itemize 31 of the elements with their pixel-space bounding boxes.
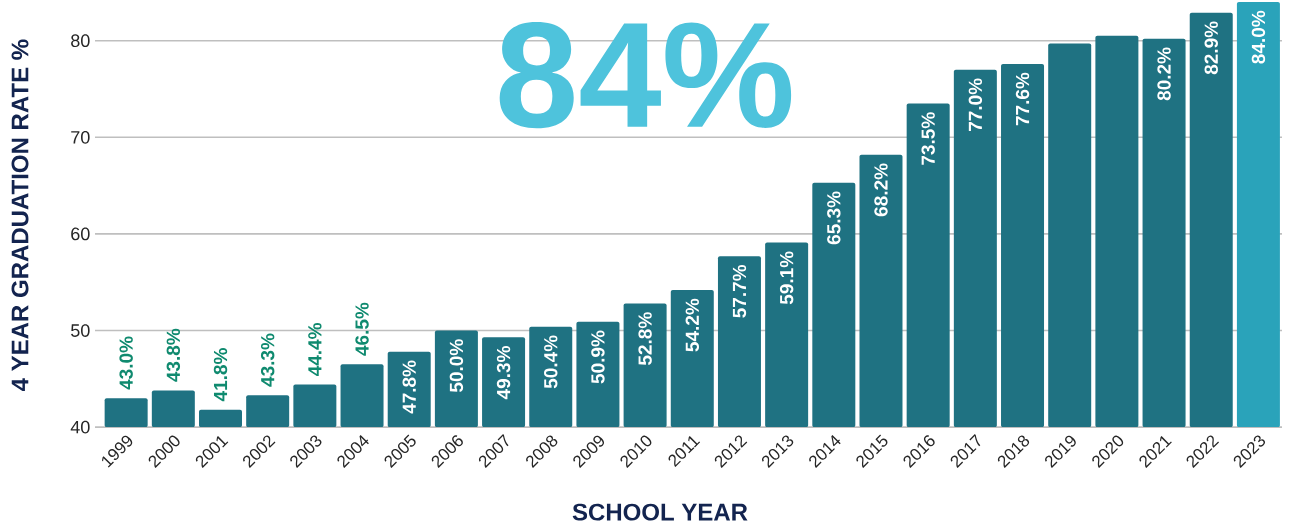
data-label: 43.0%	[119, 336, 133, 390]
y-tick-label: 80	[71, 34, 90, 47]
data-label: 43.8%	[166, 328, 181, 382]
y-tick-label: 60	[71, 227, 90, 241]
data-label: 59.1%	[779, 251, 794, 305]
data-label: 57.7%	[732, 264, 747, 318]
y-tick-label: 50	[71, 324, 90, 337]
data-label: 52.8%	[638, 312, 652, 365]
data-label: 46.5%	[355, 302, 369, 356]
annotation: 84%	[499, 21, 792, 129]
data-label: 77.6%	[1015, 72, 1030, 126]
data-label: 77.0%	[968, 78, 983, 131]
data-label: 82.9%	[1204, 21, 1218, 75]
data-label: 84.0%	[1251, 10, 1266, 64]
x-axis-title: SCHOOL YEAR	[572, 503, 748, 521]
y-tick-label: 40	[70, 420, 90, 434]
y-axis-title: 4 YEAR GRADUATION RATE %	[11, 39, 29, 391]
data-label: 65.3%	[827, 191, 841, 245]
data-label: 49.3%	[496, 345, 511, 400]
data-label: 50.4%	[544, 335, 558, 389]
data-label: 73.5%	[921, 112, 935, 165]
y-tick-label: 70	[71, 130, 90, 144]
data-label: 68.2%	[874, 163, 888, 217]
data-label: 50.9%	[591, 330, 605, 384]
data-label: 44.4%	[308, 322, 322, 376]
data-label: 43.3%	[260, 333, 275, 387]
data-label: 54.2%	[685, 298, 700, 352]
data-label: 47.8%	[402, 360, 416, 414]
data-label: 80.2%	[1157, 47, 1171, 101]
data-label: 41.8%	[213, 348, 228, 402]
data-label: 50.0%	[449, 339, 464, 393]
